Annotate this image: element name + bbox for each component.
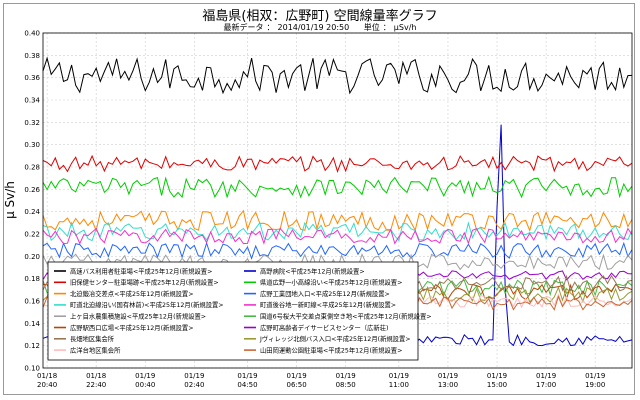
x-tick-time: 19:00 [585, 381, 605, 389]
y-tick-label: 0.40 [24, 30, 40, 38]
x-tick-date: 01/18 [37, 372, 57, 380]
legend: 高速バス利用者駐車場<平成25年12月(新規設置> 高野病院<平成25年12月(新… [47, 261, 432, 361]
series-line [42, 56, 633, 95]
x-tick-date: 01/19 [536, 372, 556, 380]
x-tick-date: 01/19 [237, 372, 257, 380]
legend-entry: 北迫鍛冶交差点<平成25年12月(新規設置> [70, 289, 194, 298]
x-tick-date: 01/19 [184, 372, 204, 380]
x-tick-time: 15:00 [487, 381, 507, 389]
legend-box [47, 261, 419, 361]
latest-label: 最新データ [223, 23, 264, 32]
legend-entry: 広野町高齢者デイサービスセンター（広新荘) [260, 323, 388, 332]
legend-entry: 山田岡運動公園駐車場<平成25年12月(新規設置> [260, 345, 402, 354]
y-tick-label: 0.18 [24, 275, 40, 283]
legend-entry: 広洋台地区集会所 [70, 345, 121, 354]
legend-entry: 上ヶ目水農集積施設<平成25年12月(新規設置> [70, 312, 206, 321]
y-tick-label: 0.36 [24, 74, 40, 82]
legend-entry: 高速バス利用者駐車場<平成25年12月(新規設置> [70, 266, 212, 275]
x-tick-date: 01/19 [287, 372, 307, 380]
x-tick-time: 04:50 [237, 381, 257, 389]
y-tick-label: 0.28 [24, 164, 40, 172]
x-tick-date: 01/19 [336, 372, 356, 380]
x-tick-time: 00:40 [135, 381, 155, 389]
plot-border [42, 32, 633, 369]
unit-label: 単位 [363, 23, 380, 32]
legend-entry: 高野病院<平成25年12月(新規設置> [260, 266, 365, 275]
legend-entry: 県道広野一小高線沿い<平成25年12月(新規設置> [260, 278, 402, 287]
x-tick-date: 01/18 [86, 372, 106, 380]
legend-entry: 広野駅西口広場<平成25年12月(新規設置> [70, 323, 194, 332]
x-tick-time: 08:50 [336, 381, 356, 389]
y-tick-label: 0.14 [24, 320, 40, 328]
y-tick-label: 0.32 [24, 119, 40, 127]
legend-entry: 広野工業団地入口<平成25年12月(新規設置> [260, 289, 390, 298]
y-tick-label: 0.16 [24, 298, 40, 306]
x-tick-time: 20:40 [37, 381, 57, 389]
x-tick-time: 11:00 [389, 381, 409, 389]
y-tick-label: 0.38 [24, 52, 40, 60]
y-axis-label: μ Sv/h [3, 181, 17, 219]
chart-title: 福島県(相双：広野町) 空間線量率グラフ [202, 9, 438, 24]
legend-entry: 国道6号桜大平交差点東側空き地<平成25年12月(新規設置> [260, 312, 432, 321]
latest-value: 2014/01/19 20:50 [277, 23, 350, 32]
legend-entry: 長畑地区集会所 [70, 334, 115, 343]
x-tick-date: 01/19 [135, 372, 155, 380]
x-tick-date: 01/19 [389, 372, 409, 380]
x-tick-date: 01/19 [585, 372, 605, 380]
unit-value: μSv/h [393, 23, 417, 32]
y-tick-label: 0.12 [24, 342, 40, 350]
x-tick-time: 17:00 [536, 381, 556, 389]
y-tick-label: 0.22 [24, 231, 40, 239]
y-tick-label: 0.24 [24, 208, 40, 216]
x-tick-time: 06:50 [287, 381, 307, 389]
y-tick-label: 0.34 [24, 97, 40, 105]
x-tick-date: 01/19 [487, 372, 507, 380]
y-tick-label: 0.10 [24, 365, 40, 373]
series-line [42, 154, 633, 173]
chart-subtitle: 最新データ： 2014/01/19 20:50 単位： μSv/h [223, 23, 417, 32]
y-axis-ticks: 0.10 0.12 0.14 0.16 0.18 0.20 0.22 0.24 0.26 0.28… [24, 30, 40, 373]
legend-entry: 町道北迫線沿い(国有林前)<平成25年12月(新規設置> [70, 300, 224, 309]
series-line [42, 221, 633, 242]
y-tick-label: 0.26 [24, 186, 40, 194]
series-line [42, 209, 633, 233]
series-line [42, 227, 633, 245]
x-axis-ticks: 01/1820:4001/1822:4001/1900:4001/1902:40… [37, 372, 605, 389]
x-tick-time: 22:40 [86, 381, 106, 389]
x-tick-date: 01/19 [438, 372, 458, 380]
y-tick-label: 0.30 [24, 141, 40, 149]
legend-entry: 旧保健センター駐車場跡<平成25年12月(新規設置> [70, 278, 219, 287]
x-tick-time: 02:40 [184, 381, 204, 389]
legend-entry: Jヴィレッジ北側バス入口<平成25年12月(新規設置> [259, 334, 411, 343]
series-line [42, 175, 633, 199]
y-tick-label: 0.20 [24, 253, 40, 261]
x-tick-time: 13:00 [438, 381, 458, 389]
legend-entry: 町道後谷地一新町線<平成25年12月(新規設置> [260, 300, 396, 309]
series-line [42, 241, 633, 261]
